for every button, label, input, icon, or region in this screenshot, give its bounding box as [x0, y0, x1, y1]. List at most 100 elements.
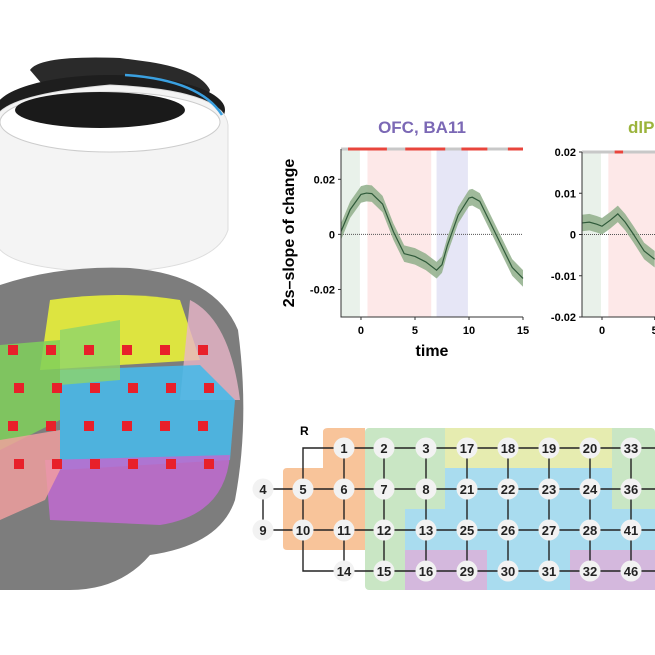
channel-label: 15: [377, 564, 391, 579]
channel-node: [415, 560, 437, 582]
channel-node: [497, 437, 519, 459]
y-tick-label: 0: [329, 229, 335, 241]
channel-marker: [14, 383, 24, 393]
channel-node: [292, 519, 314, 541]
channel-node: [579, 519, 601, 541]
error-band: [341, 184, 523, 287]
channel-node: [497, 478, 519, 500]
channel-label: 30: [501, 564, 515, 579]
channel-label: 11: [337, 523, 351, 538]
channel-map: 1 2 3 17 18 19 20 334 5 6 7 8 21 22 23 24 369 10 11 12 13 25 2…: [252, 428, 655, 590]
channel-marker: [8, 345, 18, 355]
channel-node: [333, 519, 355, 541]
x-tick-label: 15: [517, 325, 529, 337]
channel-marker: [122, 421, 132, 431]
shaded-interval: [341, 149, 360, 317]
channel-label: 4: [259, 482, 267, 497]
channel-label: 8: [422, 482, 429, 497]
channel-node: [620, 478, 642, 500]
channel-label: 29: [460, 564, 474, 579]
channel-label: 2: [380, 441, 387, 456]
channel-label: 21: [460, 482, 474, 497]
chart-title-dlpfc: dlPFC: [628, 118, 655, 137]
y-tick-label: -0.02: [310, 284, 335, 296]
channel-node: [620, 560, 642, 582]
channel-node: [373, 519, 395, 541]
channel-label: 33: [624, 441, 638, 456]
channel-marker: [46, 345, 56, 355]
channel-node: [373, 437, 395, 459]
connection: [302, 530, 344, 572]
channel-marker: [46, 421, 56, 431]
channel-marker: [204, 383, 214, 393]
channel-marker: [128, 459, 138, 469]
channel-label: 14: [337, 564, 352, 579]
channel-label: 10: [296, 523, 310, 538]
y-tick-label: -0.01: [551, 271, 576, 283]
channel-marker: [52, 459, 62, 469]
channel-label: 22: [501, 482, 515, 497]
y-tick-label: 0: [570, 230, 576, 242]
channel-label: 7: [380, 482, 387, 497]
channel-node: [620, 519, 642, 541]
channel-node: [373, 478, 395, 500]
mean-line: [581, 213, 655, 260]
channel-node: [415, 519, 437, 541]
channel-node: [497, 560, 519, 582]
channel-label: 19: [542, 441, 556, 456]
x-tick-label: 5: [652, 325, 655, 337]
channel-node: [456, 437, 478, 459]
channel-marker: [84, 345, 94, 355]
channel-label: 23: [542, 482, 556, 497]
channel-node: [620, 437, 642, 459]
y-tick-label: 0.02: [555, 147, 576, 159]
channel-node: [579, 478, 601, 500]
channel-label: 13: [419, 523, 433, 538]
channel-node: [415, 478, 437, 500]
channel-marker: [166, 383, 176, 393]
channel-marker: [52, 383, 62, 393]
channel-marker: [90, 383, 100, 393]
brain-channel-map-icon: [0, 267, 244, 590]
channel-node: [333, 478, 355, 500]
channel-marker: [122, 345, 132, 355]
channel-label: 5: [299, 482, 306, 497]
chart-ofc: 0 5 10 15 0.02 0 -0.02: [310, 147, 529, 337]
mean-line: [340, 192, 524, 279]
channel-marker: [8, 421, 18, 431]
channel-node: [456, 478, 478, 500]
channel-node: [252, 478, 274, 500]
channel-node: [538, 560, 560, 582]
channel-label: 1: [340, 441, 347, 456]
channel-label: 26: [501, 523, 515, 538]
channel-marker: [166, 459, 176, 469]
channel-node: [538, 437, 560, 459]
channel-node: [333, 437, 355, 459]
channel-node: [579, 560, 601, 582]
connection: [302, 447, 344, 489]
channel-marker: [160, 345, 170, 355]
channel-node: [456, 519, 478, 541]
channel-marker: [198, 345, 208, 355]
x-tick-label: 10: [463, 325, 475, 337]
shaded-interval: [582, 152, 601, 317]
channel-label: 3: [422, 441, 429, 456]
channel-marker: [160, 421, 170, 431]
channel-label: 25: [460, 523, 474, 538]
channel-marker: [204, 459, 214, 469]
shaded-interval: [367, 149, 432, 317]
channel-label: 12: [377, 523, 391, 538]
channel-label: 28: [583, 523, 597, 538]
channel-marker: [14, 459, 24, 469]
channel-label: 41: [624, 523, 638, 538]
channel-label: 24: [583, 482, 598, 497]
axes: [340, 149, 523, 318]
headband-device-icon: [0, 57, 229, 273]
channel-node: [292, 478, 314, 500]
channel-label: 6: [340, 482, 347, 497]
x-axis-label: time: [416, 343, 449, 360]
y-tick-label: -0.02: [551, 312, 576, 324]
chart-title-ofc: OFC, BA11: [378, 118, 466, 137]
chart-dlpfc: 0 5 0.02 0.01 0 -0.01 -0.02: [551, 147, 655, 337]
